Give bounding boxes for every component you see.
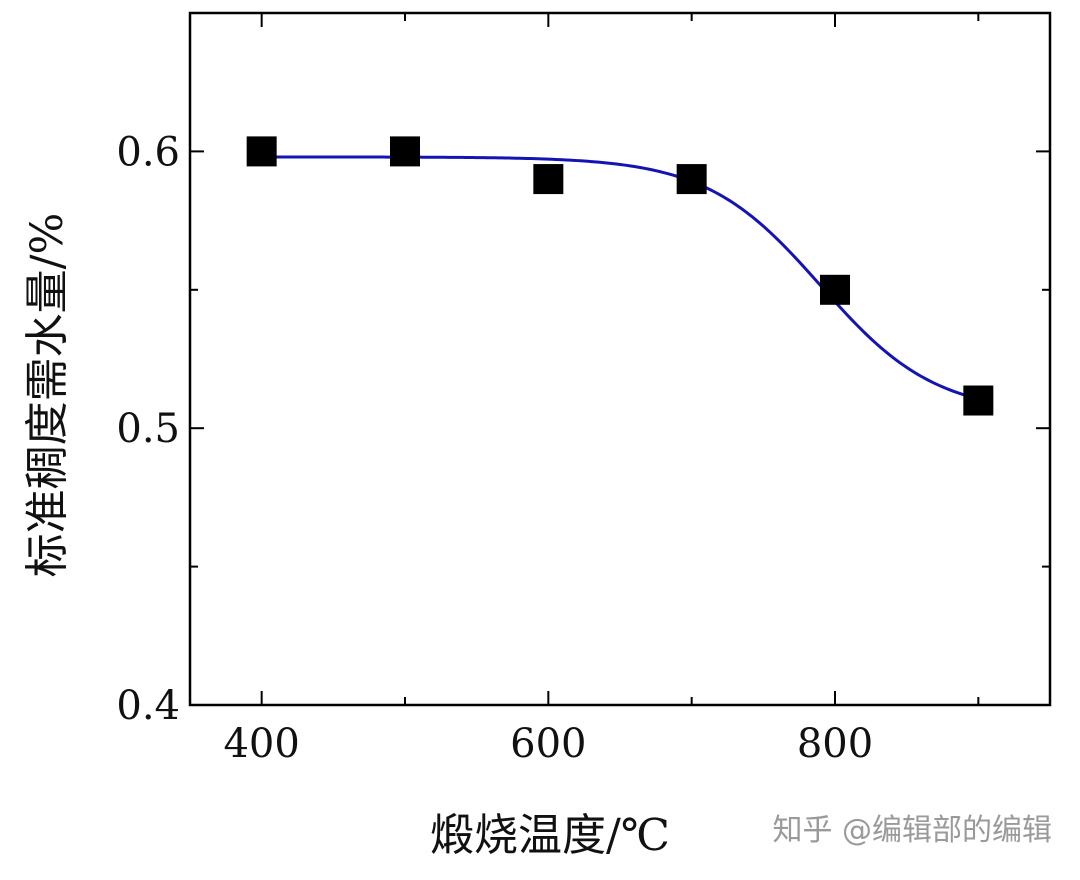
data-point [390, 136, 420, 167]
fit-curve [261, 155, 979, 401]
y-axis-title: 标准稠度需水量/% [22, 213, 73, 578]
tick-labels-layer: 400 600 800 0.4 0.5 0.6 [116, 129, 873, 767]
data-point [820, 274, 850, 305]
x-axis-title: 煅烧温度/℃ [430, 810, 670, 861]
data-point [676, 164, 707, 195]
data-point [963, 385, 994, 416]
y-tick-label: 0.5 [116, 406, 180, 452]
x-tick-label: 800 [797, 721, 873, 767]
fit-curve-layer [261, 155, 979, 401]
data-points-layer [246, 136, 994, 416]
y-tick-label: 0.6 [116, 129, 180, 175]
x-tick-label: 600 [510, 721, 586, 767]
data-point [246, 136, 277, 167]
ticks-layer [190, 13, 1050, 706]
x-tick-label: 400 [223, 721, 299, 767]
data-point [533, 164, 564, 195]
y-tick-label: 0.4 [116, 683, 180, 729]
watermark-text: 知乎 @编辑部的编辑 [772, 813, 1052, 848]
plot-frame [188, 11, 1052, 707]
